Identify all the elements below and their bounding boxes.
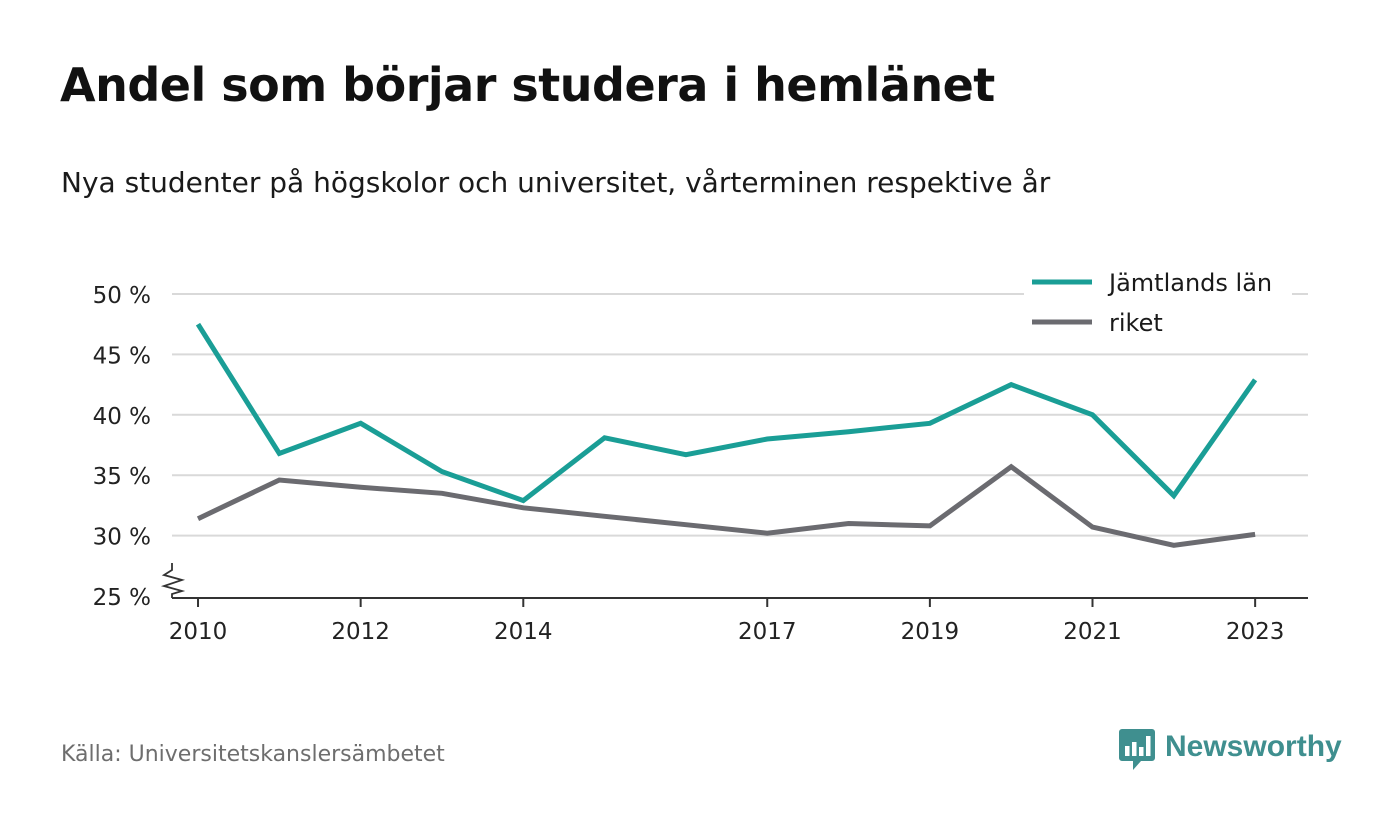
chart-title: Andel som börjar studera i hemlänet (60, 58, 995, 112)
x-tick-label: 2023 (1226, 619, 1285, 645)
y-tick-label: 35 % (93, 464, 151, 490)
legend: Jämtlands län riket (1024, 262, 1292, 344)
source-note: Källa: Universitetskanslersämbetet (61, 742, 445, 767)
x-tick-label: 2019 (901, 619, 960, 645)
y-axis-break-icon (160, 563, 186, 598)
x-tick-label: 2010 (169, 619, 228, 645)
y-tick-label: 50 % (93, 283, 151, 309)
chart-subtitle: Nya studenter på högskolor och universit… (61, 166, 1051, 199)
legend-box (1024, 262, 1292, 344)
y-tick-label: 45 % (93, 343, 151, 369)
series-line-0 (195, 322, 1258, 504)
brand-name: Newsworthy (1165, 730, 1342, 763)
series-lines (195, 322, 1258, 548)
x-tick-label: 2012 (331, 619, 390, 645)
y-tick-label: 30 % (93, 525, 151, 551)
y-tick-label: 40 % (93, 404, 151, 430)
x-tick-label: 2014 (494, 619, 553, 645)
brand-logo: Newsworthy (1118, 727, 1342, 773)
legend-label: riket (1109, 309, 1163, 337)
x-tick-label: 2021 (1063, 619, 1122, 645)
legend-label: Jämtlands län (1107, 269, 1272, 297)
series-line-1 (196, 463, 1256, 548)
newsworthy-logo-icon (1119, 729, 1155, 770)
y-tick-label: 25 % (93, 585, 151, 611)
axes: 25 % 30 % 35 % 40 % 45 % 50 % 2010 2012 2014 2017… (93, 283, 1308, 645)
x-tick-label: 2017 (738, 619, 797, 645)
